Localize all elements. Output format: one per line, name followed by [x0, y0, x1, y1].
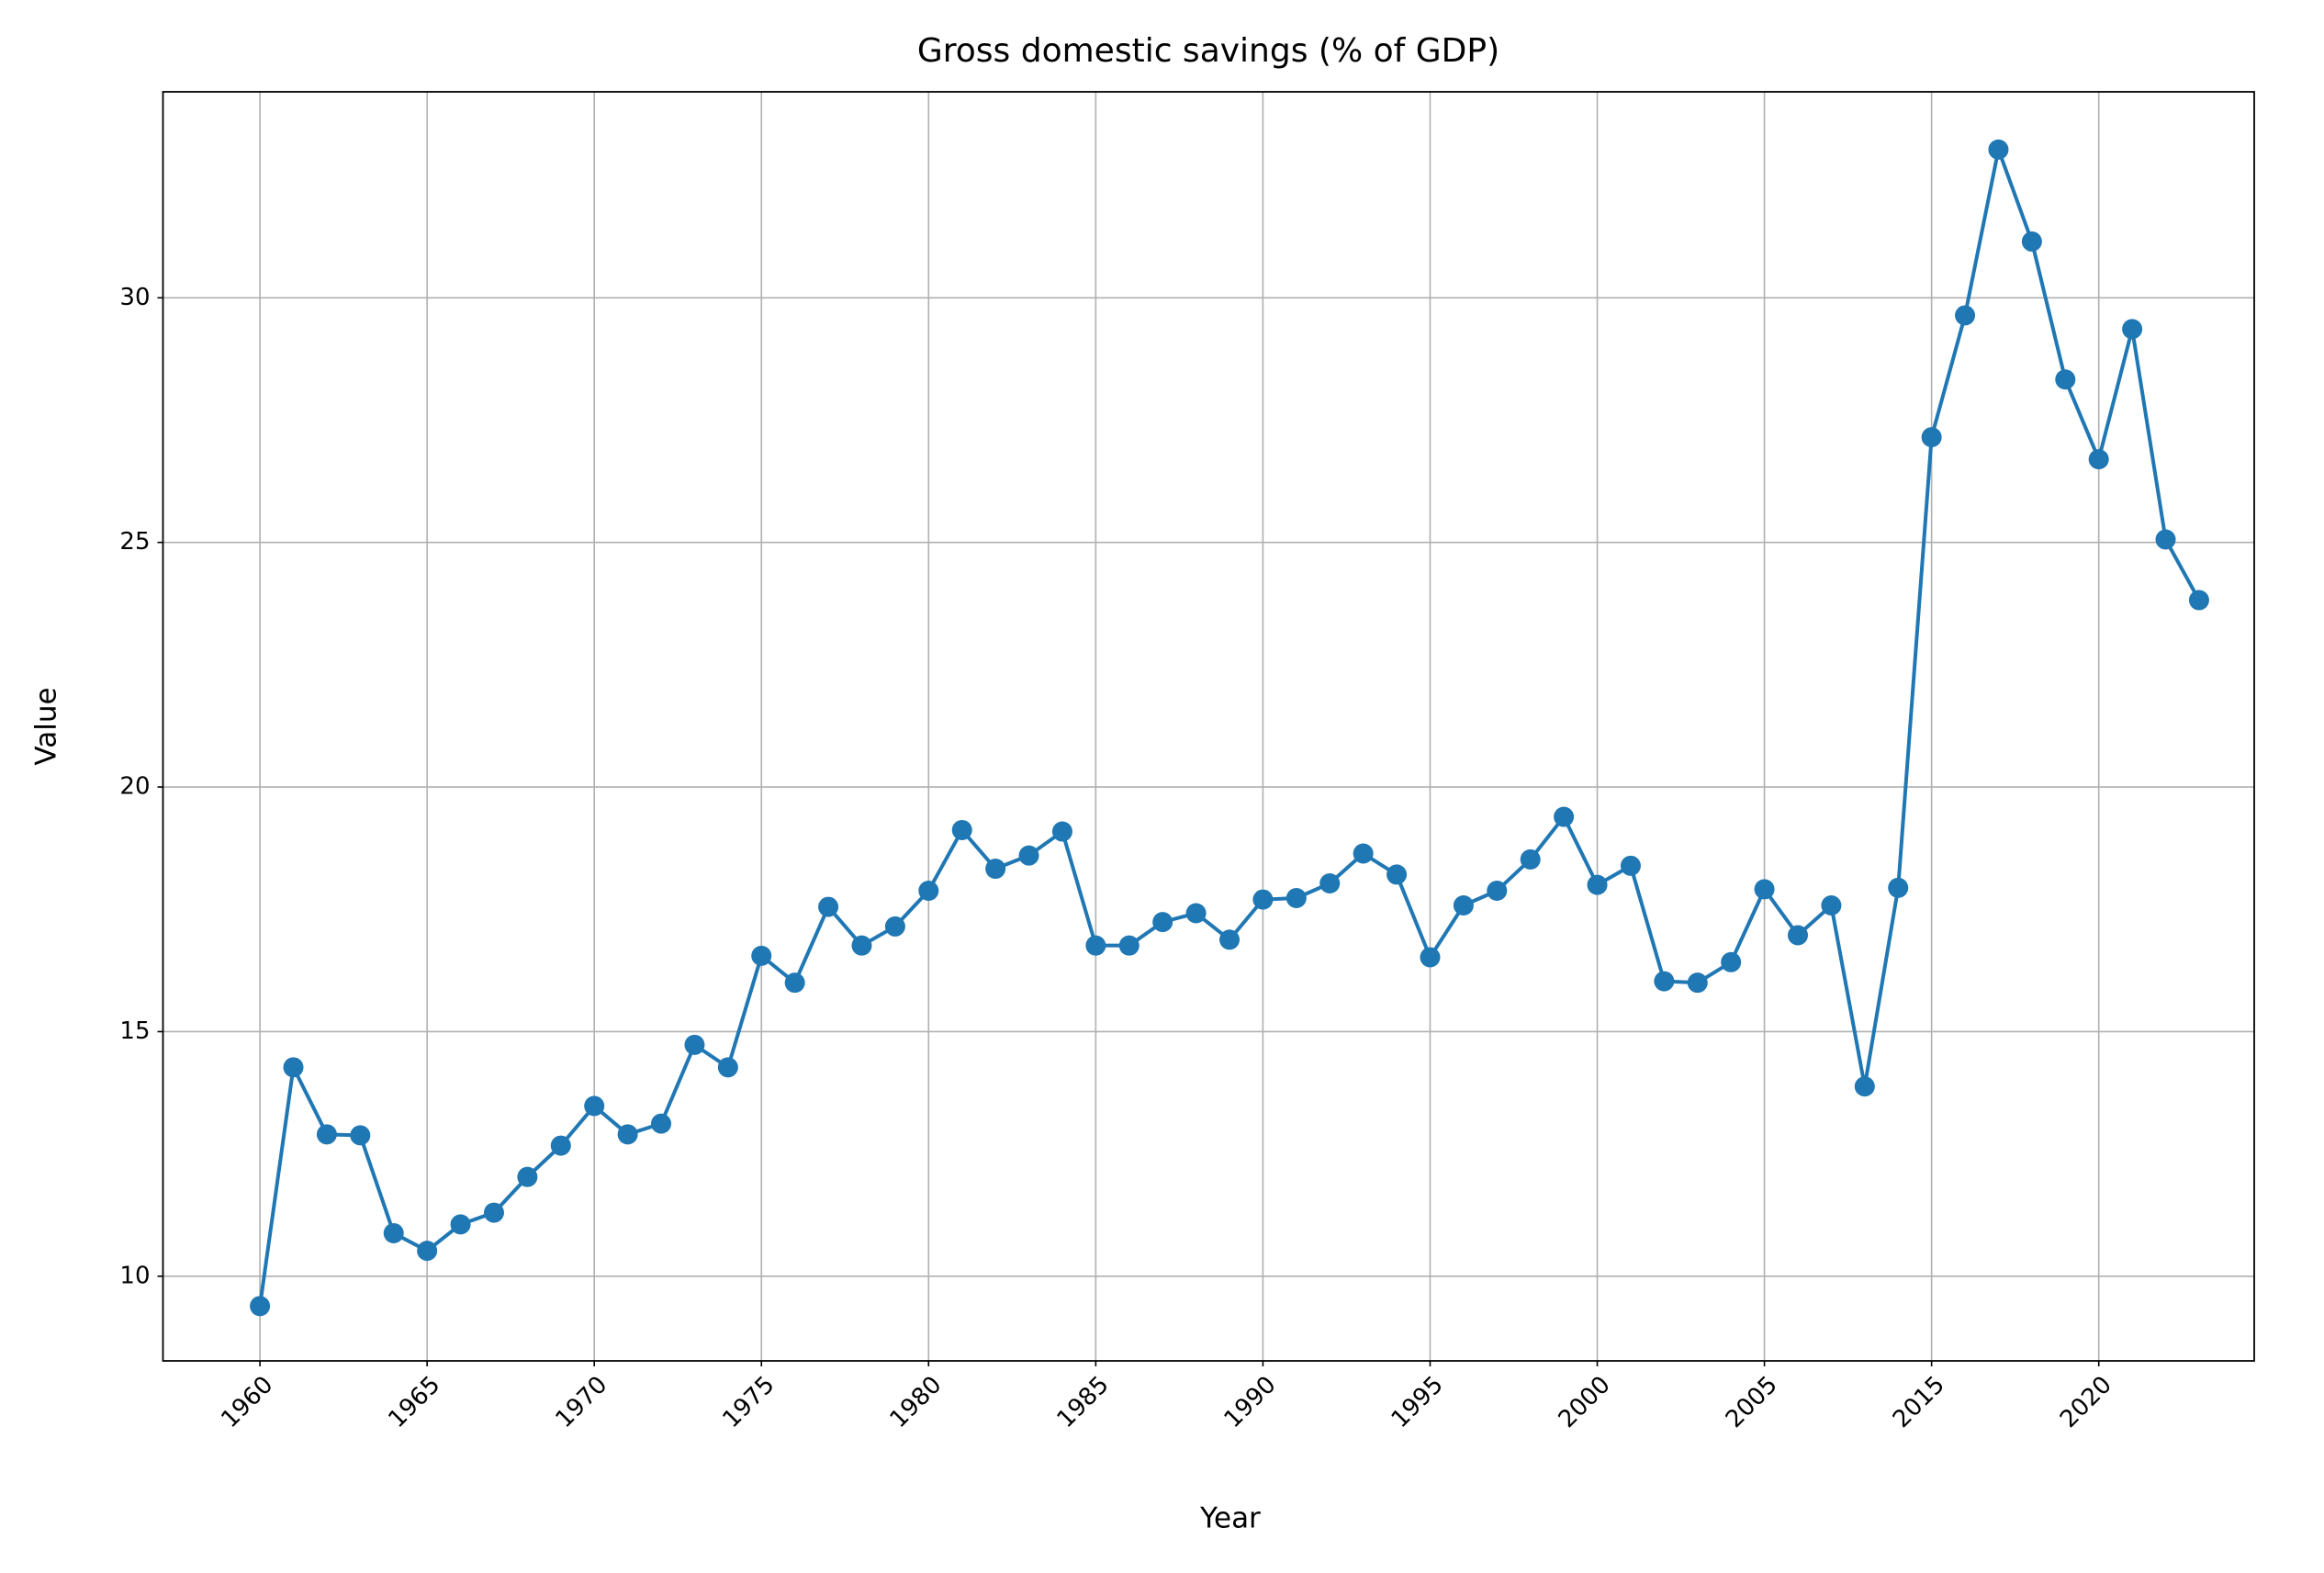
data-point [617, 1124, 638, 1145]
data-point [751, 945, 772, 966]
data-point [818, 896, 839, 917]
data-point [450, 1214, 471, 1235]
data-point [1487, 881, 1508, 902]
data-line [258, 147, 2201, 1307]
data-point [1152, 912, 1173, 933]
x-tick-label: 2015 [1888, 1371, 1950, 1433]
data-point [1453, 894, 1474, 916]
data-point [250, 1296, 271, 1317]
y-tick-label: 30 [119, 284, 150, 311]
data-point [2188, 590, 2209, 611]
data-point [918, 881, 939, 902]
data-point [1520, 848, 1541, 870]
data-point [851, 935, 872, 956]
data-point [1988, 139, 2009, 160]
x-tick-label: 1965 [383, 1371, 445, 1433]
data-point [1888, 877, 1909, 898]
data-point [2055, 369, 2076, 390]
x-axis-label: Year [1199, 1502, 1261, 1535]
plot-frame [162, 91, 2255, 1362]
data-point [1854, 1076, 1875, 1097]
data-point [550, 1135, 571, 1156]
data-point [884, 916, 905, 937]
data-point [350, 1125, 371, 1146]
data-point [1319, 873, 1341, 894]
x-tick-label: 1980 [885, 1371, 948, 1433]
data-point [784, 972, 805, 994]
data-point [1051, 821, 1072, 842]
data-point [383, 1222, 404, 1243]
data-point [1219, 929, 1241, 950]
y-tick-label: 20 [119, 773, 150, 801]
data-point [483, 1202, 504, 1223]
x-tick-label: 2020 [2055, 1371, 2117, 1433]
x-tick-label: 2000 [1554, 1371, 1616, 1433]
data-point [584, 1095, 605, 1117]
data-point [1387, 864, 1408, 885]
data-point [1620, 855, 1641, 876]
y-axis-label: Value [30, 687, 63, 765]
data-point [1185, 903, 1207, 924]
data-point [1118, 935, 1140, 956]
data-point [1252, 889, 1274, 910]
data-point [951, 819, 972, 840]
data-point [1654, 971, 1675, 992]
data-point [1921, 427, 1942, 448]
data-point [1285, 888, 1307, 909]
data-point [1554, 806, 1575, 827]
data-point [283, 1057, 304, 1078]
chart-title: Gross domestic savings (% of GDP) [917, 32, 1499, 70]
data-point [417, 1241, 438, 1262]
data-point [1353, 843, 1374, 864]
x-tick-label: 1985 [1052, 1371, 1115, 1433]
data-point [316, 1124, 337, 1145]
x-tick-label: 1975 [718, 1371, 780, 1433]
data-point [1018, 845, 1039, 866]
data-point [651, 1113, 672, 1134]
x-tick-label: 1960 [216, 1371, 278, 1433]
data-point [1955, 305, 1976, 326]
data-point [1420, 947, 1441, 968]
data-point [517, 1166, 538, 1187]
data-point [2122, 319, 2143, 340]
x-tick-label: 1995 [1387, 1371, 1449, 1433]
data-point [1721, 951, 1742, 972]
data-point [684, 1034, 705, 1055]
data-point [2088, 449, 2109, 470]
y-tick-label: 15 [119, 1017, 150, 1045]
y-tick-label: 10 [119, 1262, 150, 1289]
data-point [1754, 879, 1775, 900]
x-tick-label: 1970 [550, 1371, 612, 1433]
data-point [1821, 894, 1842, 916]
data-point [985, 859, 1006, 880]
x-tick-label: 2005 [1721, 1371, 1783, 1433]
y-tick-label: 25 [119, 528, 150, 556]
x-tick-label: 1990 [1219, 1371, 1282, 1433]
data-point [2021, 231, 2042, 253]
data-point [1085, 935, 1106, 956]
data-point [1787, 925, 1808, 946]
data-point [717, 1057, 738, 1078]
data-point [1587, 874, 1608, 895]
data-point [1687, 972, 1708, 994]
data-point [2155, 529, 2176, 550]
